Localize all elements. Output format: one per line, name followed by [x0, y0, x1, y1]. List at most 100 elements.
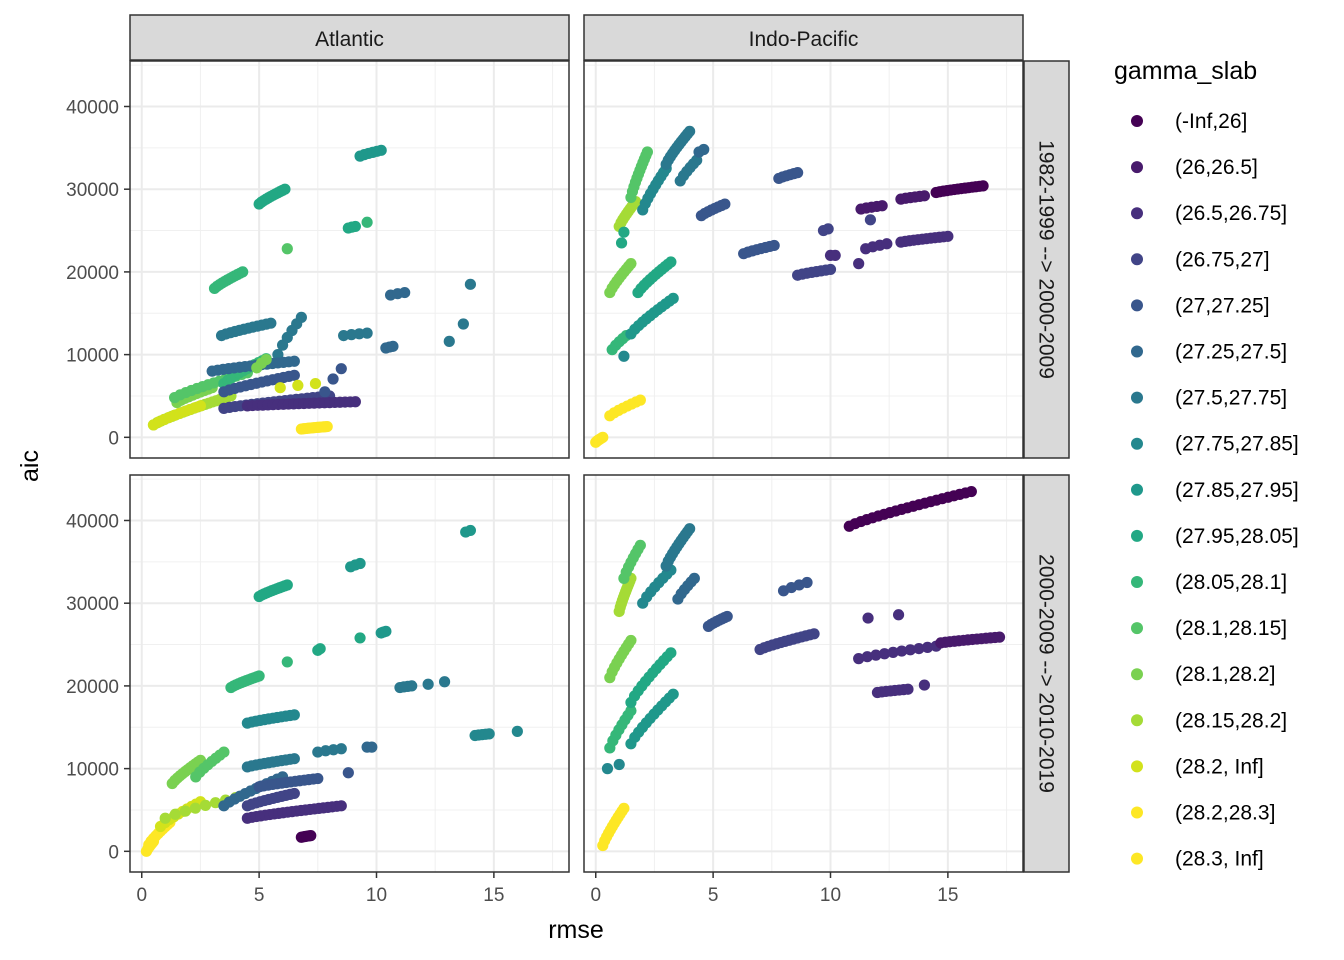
data-point: [615, 237, 628, 249]
panel-border: [583, 474, 1024, 873]
data-point: [881, 238, 893, 250]
data-point: [288, 753, 300, 765]
legend-entry: (26,26.5]: [1131, 156, 1258, 179]
legend-entry: (27.5,27.75]: [1131, 387, 1287, 410]
legend-entry: (26.75,27]: [1131, 248, 1270, 271]
data-point: [312, 772, 324, 785]
axes: 0 10000 20000 30000 40000 0 10000 20000 30000 400…: [66, 97, 958, 906]
legend-entry: (27.25,27.5]: [1131, 341, 1287, 364]
legend-label: (28.3, Inf]: [1175, 848, 1264, 871]
points-0-1: [140, 524, 523, 857]
data-point: [634, 539, 646, 551]
data-point: [399, 286, 411, 299]
legend-label: (27.75,27.85]: [1175, 433, 1299, 456]
legend-entry: (28.15,28.2]: [1131, 709, 1287, 732]
data-point: [349, 220, 361, 233]
legend-label: (27.95,28.05]: [1175, 525, 1299, 548]
data-point: [829, 249, 841, 261]
legend-key: [1131, 714, 1143, 727]
data-point: [265, 317, 277, 329]
panel-border: [129, 474, 570, 873]
y-tick-label: 30000: [66, 594, 119, 615]
legend-label: (27.25,27.5]: [1175, 341, 1287, 364]
data-point: [288, 709, 300, 721]
x-tick-label: 10: [820, 885, 841, 906]
legend-key: [1131, 529, 1143, 542]
x-tick-label: 15: [937, 885, 958, 906]
y-tick-label: 0: [108, 428, 119, 449]
column-strip: [129, 14, 570, 61]
panels-layer: [129, 60, 1024, 873]
data-point: [349, 396, 361, 408]
data-point: [169, 808, 181, 820]
data-point: [406, 680, 418, 692]
panel-border: [129, 60, 570, 459]
data-point: [853, 653, 865, 665]
data-point: [667, 688, 679, 700]
data-point: [321, 420, 333, 433]
legend-key: [1131, 806, 1143, 819]
data-point: [422, 678, 434, 690]
legend-label: (26.5,26.75]: [1175, 202, 1287, 225]
legend-label: (28.2,28.3]: [1175, 802, 1275, 825]
data-point: [618, 226, 630, 238]
data-point: [876, 200, 888, 212]
legend-entry: (27.95,28.05]: [1131, 525, 1299, 548]
y-tick-label: 20000: [66, 677, 119, 698]
data-point: [993, 631, 1006, 643]
data-point: [913, 642, 925, 655]
points-1-1: [597, 485, 1006, 852]
data-point: [613, 758, 625, 771]
legend-label: (27.85,27.95]: [1175, 479, 1299, 502]
data-point: [887, 646, 899, 658]
x-tick-label: 15: [483, 885, 504, 906]
data-point: [314, 643, 326, 655]
data-point: [159, 812, 171, 824]
data-point: [464, 524, 477, 537]
data-point: [892, 609, 905, 621]
data-point: [327, 373, 339, 385]
legend-key: [1131, 760, 1143, 773]
data-point: [684, 523, 696, 535]
row-strip-label: 2000-2009 --> 2010-2019: [1035, 554, 1058, 793]
data-point: [342, 767, 354, 779]
x-tick-label: 0: [136, 885, 147, 906]
y-tick-label: 40000: [66, 511, 119, 532]
x-tick-label: 10: [366, 885, 387, 906]
y-tick-label: 10000: [66, 346, 119, 367]
y-tick-label: 0: [108, 842, 119, 863]
y-tick-label: 10000: [66, 760, 119, 781]
data-point: [295, 311, 307, 323]
data-point: [260, 353, 272, 366]
column-strip-label: Indo-Pacific: [749, 28, 859, 51]
data-point: [361, 327, 373, 339]
data-point: [279, 183, 291, 195]
legend-label: (-Inf,26]: [1175, 110, 1247, 133]
data-point: [281, 579, 293, 591]
data-point: [189, 802, 201, 814]
data-point: [366, 741, 378, 753]
legend-label: (27,27.25]: [1175, 294, 1270, 317]
data-point: [380, 625, 392, 637]
legend-entry: (27,27.25]: [1131, 294, 1270, 317]
data-point: [237, 266, 249, 278]
data-point: [601, 763, 614, 775]
data-point: [667, 292, 679, 304]
data-point: [861, 651, 873, 663]
data-point: [511, 725, 523, 737]
data-point: [634, 394, 646, 406]
x-axis-title: rmse: [548, 916, 604, 944]
legend: (-Inf,26] (26,26.5] (26.5,26.75] (26.75,27]…: [1131, 110, 1299, 871]
y-axis-title: aic: [16, 450, 44, 482]
panel-border: [583, 60, 1024, 459]
data-point: [319, 386, 331, 398]
data-point: [438, 676, 451, 688]
data-point: [824, 263, 837, 276]
data-point: [618, 802, 630, 814]
data-point: [918, 679, 931, 691]
legend-label: (28.05,28.1]: [1175, 571, 1287, 594]
points-0-0: [147, 144, 477, 435]
x-tick-label: 5: [254, 885, 265, 906]
data-point: [464, 278, 477, 290]
data-point: [281, 656, 293, 668]
